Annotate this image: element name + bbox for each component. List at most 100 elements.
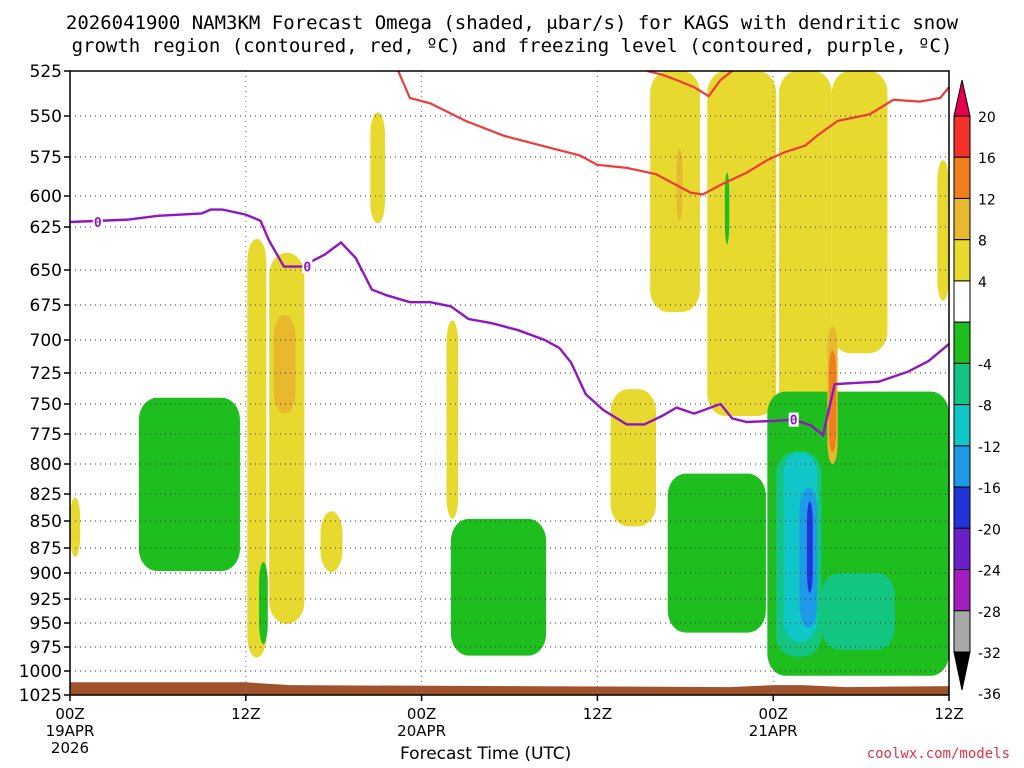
colorbar-label-0: 20: [978, 110, 996, 126]
omega-area-6-0: [273, 314, 296, 414]
omega-area-0-7: [707, 71, 777, 416]
omega-area-7-0: [828, 350, 837, 452]
dgz-contour-0: [397, 71, 949, 196]
colorbar-label-9: -20: [978, 522, 1001, 538]
y-tick-label-775: 775: [30, 425, 62, 445]
colorbar-seg-2: [953, 197, 971, 241]
omega-area-5-0: [806, 501, 813, 593]
colorbar-label-11: -28: [978, 605, 1001, 621]
colorbar-bottom-arrow: [953, 651, 971, 691]
omega-area-0-1: [247, 239, 267, 658]
x-tick-label-5: 12Z: [934, 705, 963, 723]
freezing-label-bg-2: [788, 412, 799, 427]
freezing-label-2: 0: [790, 414, 798, 429]
freezing-label-1: 0: [303, 261, 311, 276]
y-tick-label-875: 875: [30, 539, 62, 559]
freezing-level-line: [70, 208, 949, 438]
y-tick-label-975: 975: [30, 638, 62, 658]
y-axis: 525 550 575 600 625 650 675 700 725 750 775 800 825 8…: [19, 62, 70, 706]
x-tick-date-4: 21APR: [749, 722, 798, 740]
freezing-label-bg-0: [92, 215, 103, 230]
omega-area-1-3: [667, 473, 766, 633]
omega-area-1-0: [138, 397, 240, 571]
omega-area-2-1: [821, 573, 895, 650]
omega-area-0-5: [610, 389, 656, 527]
y-tick-label-850: 850: [30, 512, 62, 532]
colorbar-seg-9: [953, 486, 971, 529]
plot-border: [69, 70, 950, 696]
x-tick-label-2: 00Z: [407, 705, 436, 723]
y-tick-label-925: 925: [30, 590, 62, 610]
colorbar-seg-1: [953, 156, 971, 199]
contour-lines: 0 0 0: [70, 71, 949, 438]
colorbar-label-2: 12: [978, 192, 996, 208]
x-tick-label-4: 00Z: [759, 705, 788, 723]
y-tick-label-1000: 1000: [19, 662, 62, 682]
chart-title-line2: growth region (contoured, red, ºC) and f…: [71, 35, 953, 57]
colorbar-seg-6: [953, 362, 971, 406]
credit-text: coolwx.com/models: [866, 746, 1010, 762]
dgz-contour-1: [646, 71, 733, 98]
omega-area-0-11: [70, 497, 81, 557]
colorbar-seg-7: [953, 404, 971, 447]
y-tick-label-800: 800: [30, 455, 62, 475]
y-tick-label-675: 675: [30, 296, 62, 316]
colorbar: 20 16 12 8 4 -4 -8 -12 -16 -20 -24 -28 -32 -36: [953, 79, 1001, 703]
colorbar-label-4: 4: [978, 275, 987, 291]
colorbar-label-12: -32: [978, 646, 1001, 662]
colorbar-label-1: 16: [978, 151, 996, 167]
y-tick-label-575: 575: [30, 148, 62, 168]
x-tick-label-0: 00Z: [55, 705, 84, 723]
y-tick-label-625: 625: [30, 218, 62, 238]
omega-area-0-3: [320, 511, 343, 572]
x-tick-label-1: 12Z: [231, 705, 260, 723]
colorbar-seg-11: [953, 569, 971, 612]
y-tick-label-1025: 1025: [19, 686, 62, 706]
y-tick-label-900: 900: [30, 564, 62, 584]
colorbar-seg-8: [953, 445, 971, 488]
freezing-label-0: 0: [94, 216, 102, 231]
terrain-fill: [70, 682, 949, 695]
x-tick-year-0: 2026: [51, 739, 89, 757]
colorbar-seg-3: [953, 239, 971, 282]
y-tick-label-550: 550: [30, 107, 62, 127]
y-tick-label-700: 700: [30, 331, 62, 351]
plot-frame: [69, 70, 950, 696]
omega-area-1-1: [258, 562, 268, 645]
omega-area-0-10: [937, 160, 949, 301]
colorbar-label-8: -16: [978, 481, 1001, 497]
colorbar-label-5: -4: [978, 357, 992, 373]
omega-area-0-6: [650, 71, 700, 312]
y-tick-label-950: 950: [30, 614, 62, 634]
x-axis-label: Forecast Time (UTC): [400, 744, 572, 764]
x-tick-label-3: 12Z: [583, 705, 612, 723]
omega-area-0-4: [446, 320, 459, 519]
colorbar-seg-4: [953, 280, 971, 323]
freezing-label-bg-1: [302, 259, 313, 274]
y-tick-label-750: 750: [30, 395, 62, 415]
omega-area-1-5: [724, 172, 730, 245]
colorbar-label-7: -12: [978, 440, 1001, 456]
colorbar-seg-0: [953, 115, 971, 158]
colorbar-seg-12: [953, 610, 971, 653]
omega-shading: [70, 71, 949, 676]
grid-lines: [70, 71, 949, 695]
colorbar-label-6: -8: [978, 399, 992, 415]
terrain-shape: [70, 682, 949, 695]
y-tick-label-600: 600: [30, 187, 62, 207]
colorbar-label-13: -36: [978, 687, 1001, 703]
omega-area-0-2: [269, 252, 305, 624]
omega-area-0-9: [831, 71, 888, 354]
colorbar-seg-5: [953, 321, 971, 364]
omega-area-1-2: [450, 518, 547, 656]
y-tick-label-725: 725: [30, 364, 62, 384]
colorbar-seg-10: [953, 527, 971, 571]
y-tick-label-650: 650: [30, 261, 62, 281]
x-tick-date-2: 20APR: [397, 722, 446, 740]
x-tick-date-0: 19APR: [46, 722, 95, 740]
omega-area-0-0: [370, 112, 385, 224]
colorbar-label-10: -24: [978, 564, 1001, 580]
colorbar-top-arrow: [953, 79, 971, 117]
